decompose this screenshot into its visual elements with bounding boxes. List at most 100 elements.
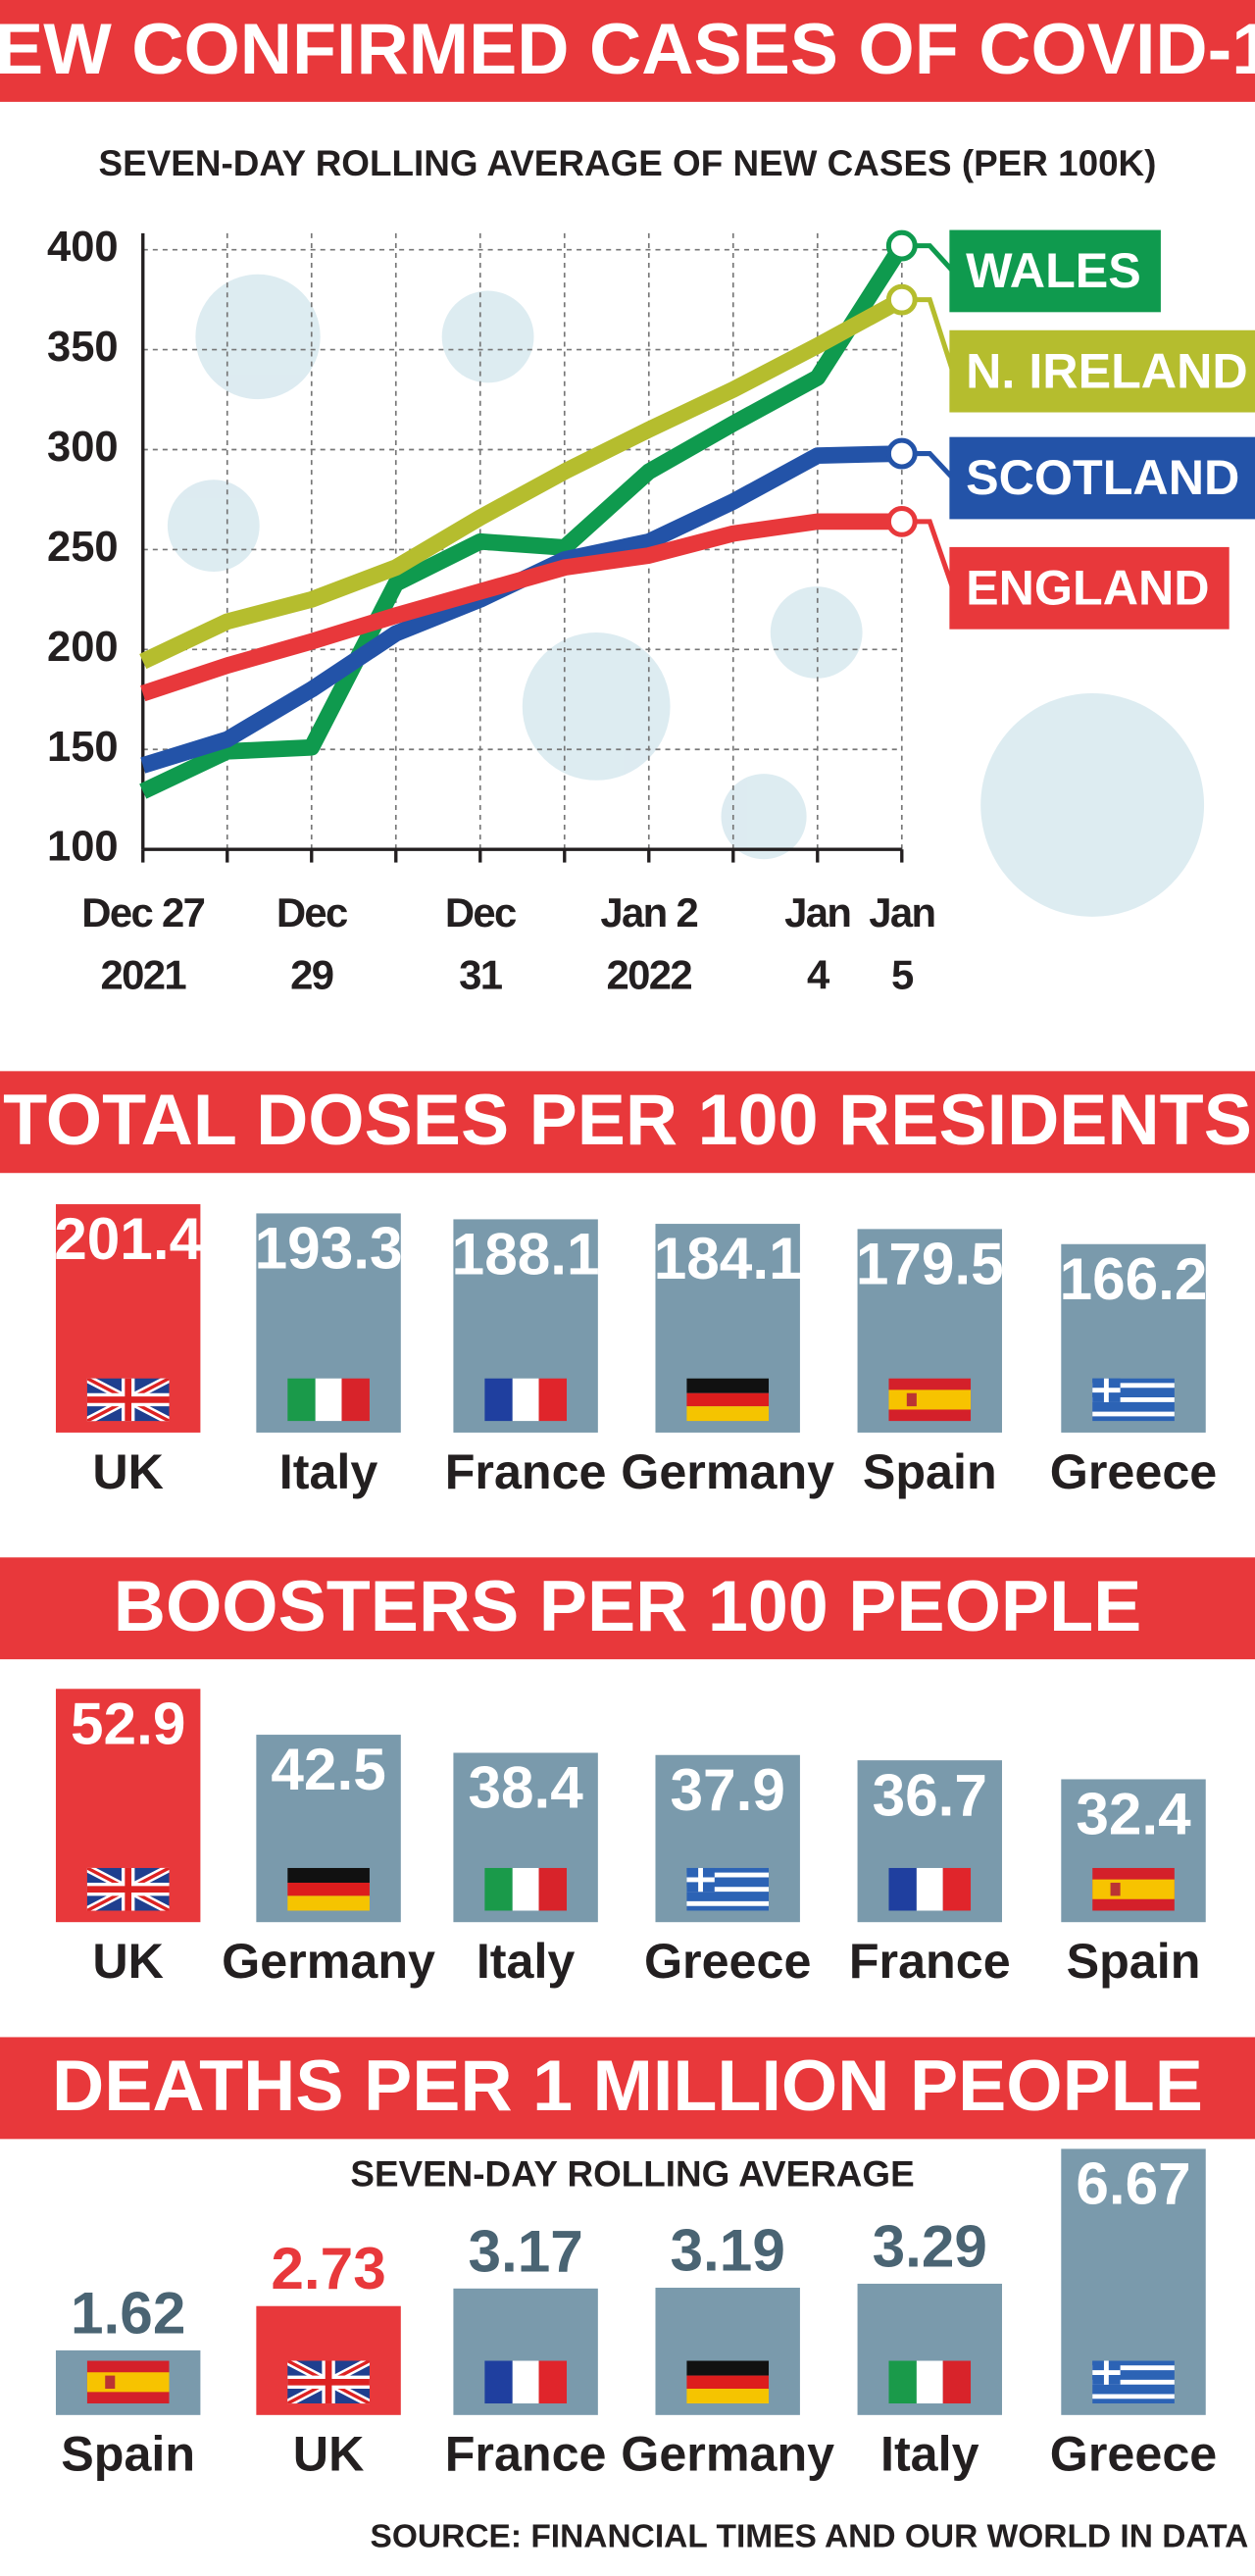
x-tick-label: Jan 5 [869,890,936,999]
category-label: Germany [222,1934,435,1989]
title-band [0,1071,1255,1174]
section-title: TOTAL DOSES PER 100 RESIDENTS [3,1079,1252,1160]
legend-box [949,436,1255,520]
flag [87,1379,170,1422]
flag [484,2360,568,2404]
category-label: Italy [880,2427,979,2482]
value-label: 2.73 [271,2235,385,2301]
category-label: UK [293,2427,365,2482]
category-label: Greece [1050,1444,1217,1499]
flag [888,2360,972,2404]
category-label: Spain [863,1444,997,1499]
legend-label: ENGLAND [966,560,1209,615]
category-label: Italy [279,1444,378,1499]
y-tick-label: 200 [47,624,119,671]
value-label: 1.62 [71,2279,185,2346]
x-tick-label: Jan 2 2022 [600,890,698,999]
flag [287,1378,370,1422]
y-tick-label: 400 [47,224,119,271]
category-label: Greece [644,1934,811,1989]
value-label: 32.4 [1076,1781,1191,1847]
y-tick-label: 350 [47,324,119,371]
category-label: Italy [477,1934,576,1989]
x-tick-label: Dec 29 [276,890,349,999]
x-tick-label-box: Jan 4 [784,890,852,999]
title-band [0,2037,1255,2140]
x-tick-label-box: Dec 27 2021 [81,890,206,999]
title-band [0,0,1255,102]
legend-box [949,546,1230,630]
flag [686,1378,770,1422]
series-line [139,292,906,670]
chart-subtitle: SEVEN-DAY ROLLING AVERAGE [350,2154,914,2195]
category-label: Germany [621,2427,834,2482]
y-tick-label: 100 [47,824,119,871]
value-label: 3.19 [671,2216,785,2283]
legend-label: N. IRELAND [966,343,1248,398]
section-title: DEATHS PER 1 MILLION PEOPLE [52,2045,1203,2126]
flag [484,1378,568,1422]
series-line [139,241,909,799]
legend-box [949,329,1255,413]
category-label: UK [92,1934,164,1989]
value-label: 6.67 [1076,2150,1190,2217]
end-marker [885,283,918,316]
value-label: 37.9 [671,1756,785,1823]
end-marker [885,437,918,470]
value-label: 166.2 [1060,1245,1208,1312]
series-line [140,513,902,702]
y-tick-label: 150 [47,724,119,771]
flag [888,1867,972,1911]
value-label: 52.9 [71,1690,185,1756]
flag [1092,2361,1175,2404]
source-note: SOURCE: FINANCIAL TIMES AND OUR WORLD IN… [371,2518,1249,2554]
category-label: Germany [621,1444,834,1499]
flag [1092,1867,1175,1911]
x-tick-label-box: Dec 31 [445,890,518,999]
flag [87,1868,170,1911]
value-label: 179.5 [856,1231,1004,1297]
flag [287,1867,370,1911]
legend-label: SCOTLAND [966,450,1239,505]
x-tick-label-box: Jan 2 2022 [600,890,698,999]
value-label: 3.29 [873,2212,987,2279]
category-label: Greece [1050,2427,1217,2482]
value-label: 38.4 [468,1754,583,1821]
legend-box [949,229,1161,313]
category-label: Spain [61,2427,195,2482]
x-tick-label-box: Jan 5 [869,890,936,999]
value-label: 188.1 [452,1221,600,1288]
x-tick-label: Dec 27 2021 [81,890,206,999]
value-label: 42.5 [271,1736,385,1802]
x-tick-label: Jan 4 [784,890,852,999]
section-title: NEW CONFIRMED CASES OF COVID-19 [0,8,1255,89]
flag [1092,1379,1175,1422]
y-tick-label: 250 [47,524,119,571]
value-label: 193.3 [255,1215,403,1282]
category-label: UK [92,1444,164,1499]
category-label: France [445,1444,607,1499]
value-label: 3.17 [468,2217,582,2284]
legend-label: WALES [966,243,1141,298]
flag [686,2360,770,2404]
flag [484,1867,568,1911]
value-label: 36.7 [873,1761,987,1828]
category-label: France [849,1934,1011,1989]
y-tick-label: 300 [47,424,119,471]
value-label: 184.1 [654,1225,802,1291]
end-marker [885,229,918,262]
flag [888,1378,972,1422]
virus-decoration [167,274,1205,917]
x-tick-label-box: Dec 29 [276,890,349,999]
chart-subtitle: SEVEN-DAY ROLLING AVERAGE OF NEW CASES (… [99,143,1157,183]
flag [86,2360,170,2404]
end-marker [885,505,918,537]
flag [287,2361,370,2404]
category-label: France [445,2427,607,2482]
flag [686,1868,769,1911]
category-label: Spain [1067,1934,1201,1989]
section-title: BOOSTERS PER 100 PEOPLE [114,1565,1142,1646]
value-label: 201.4 [54,1205,202,1272]
